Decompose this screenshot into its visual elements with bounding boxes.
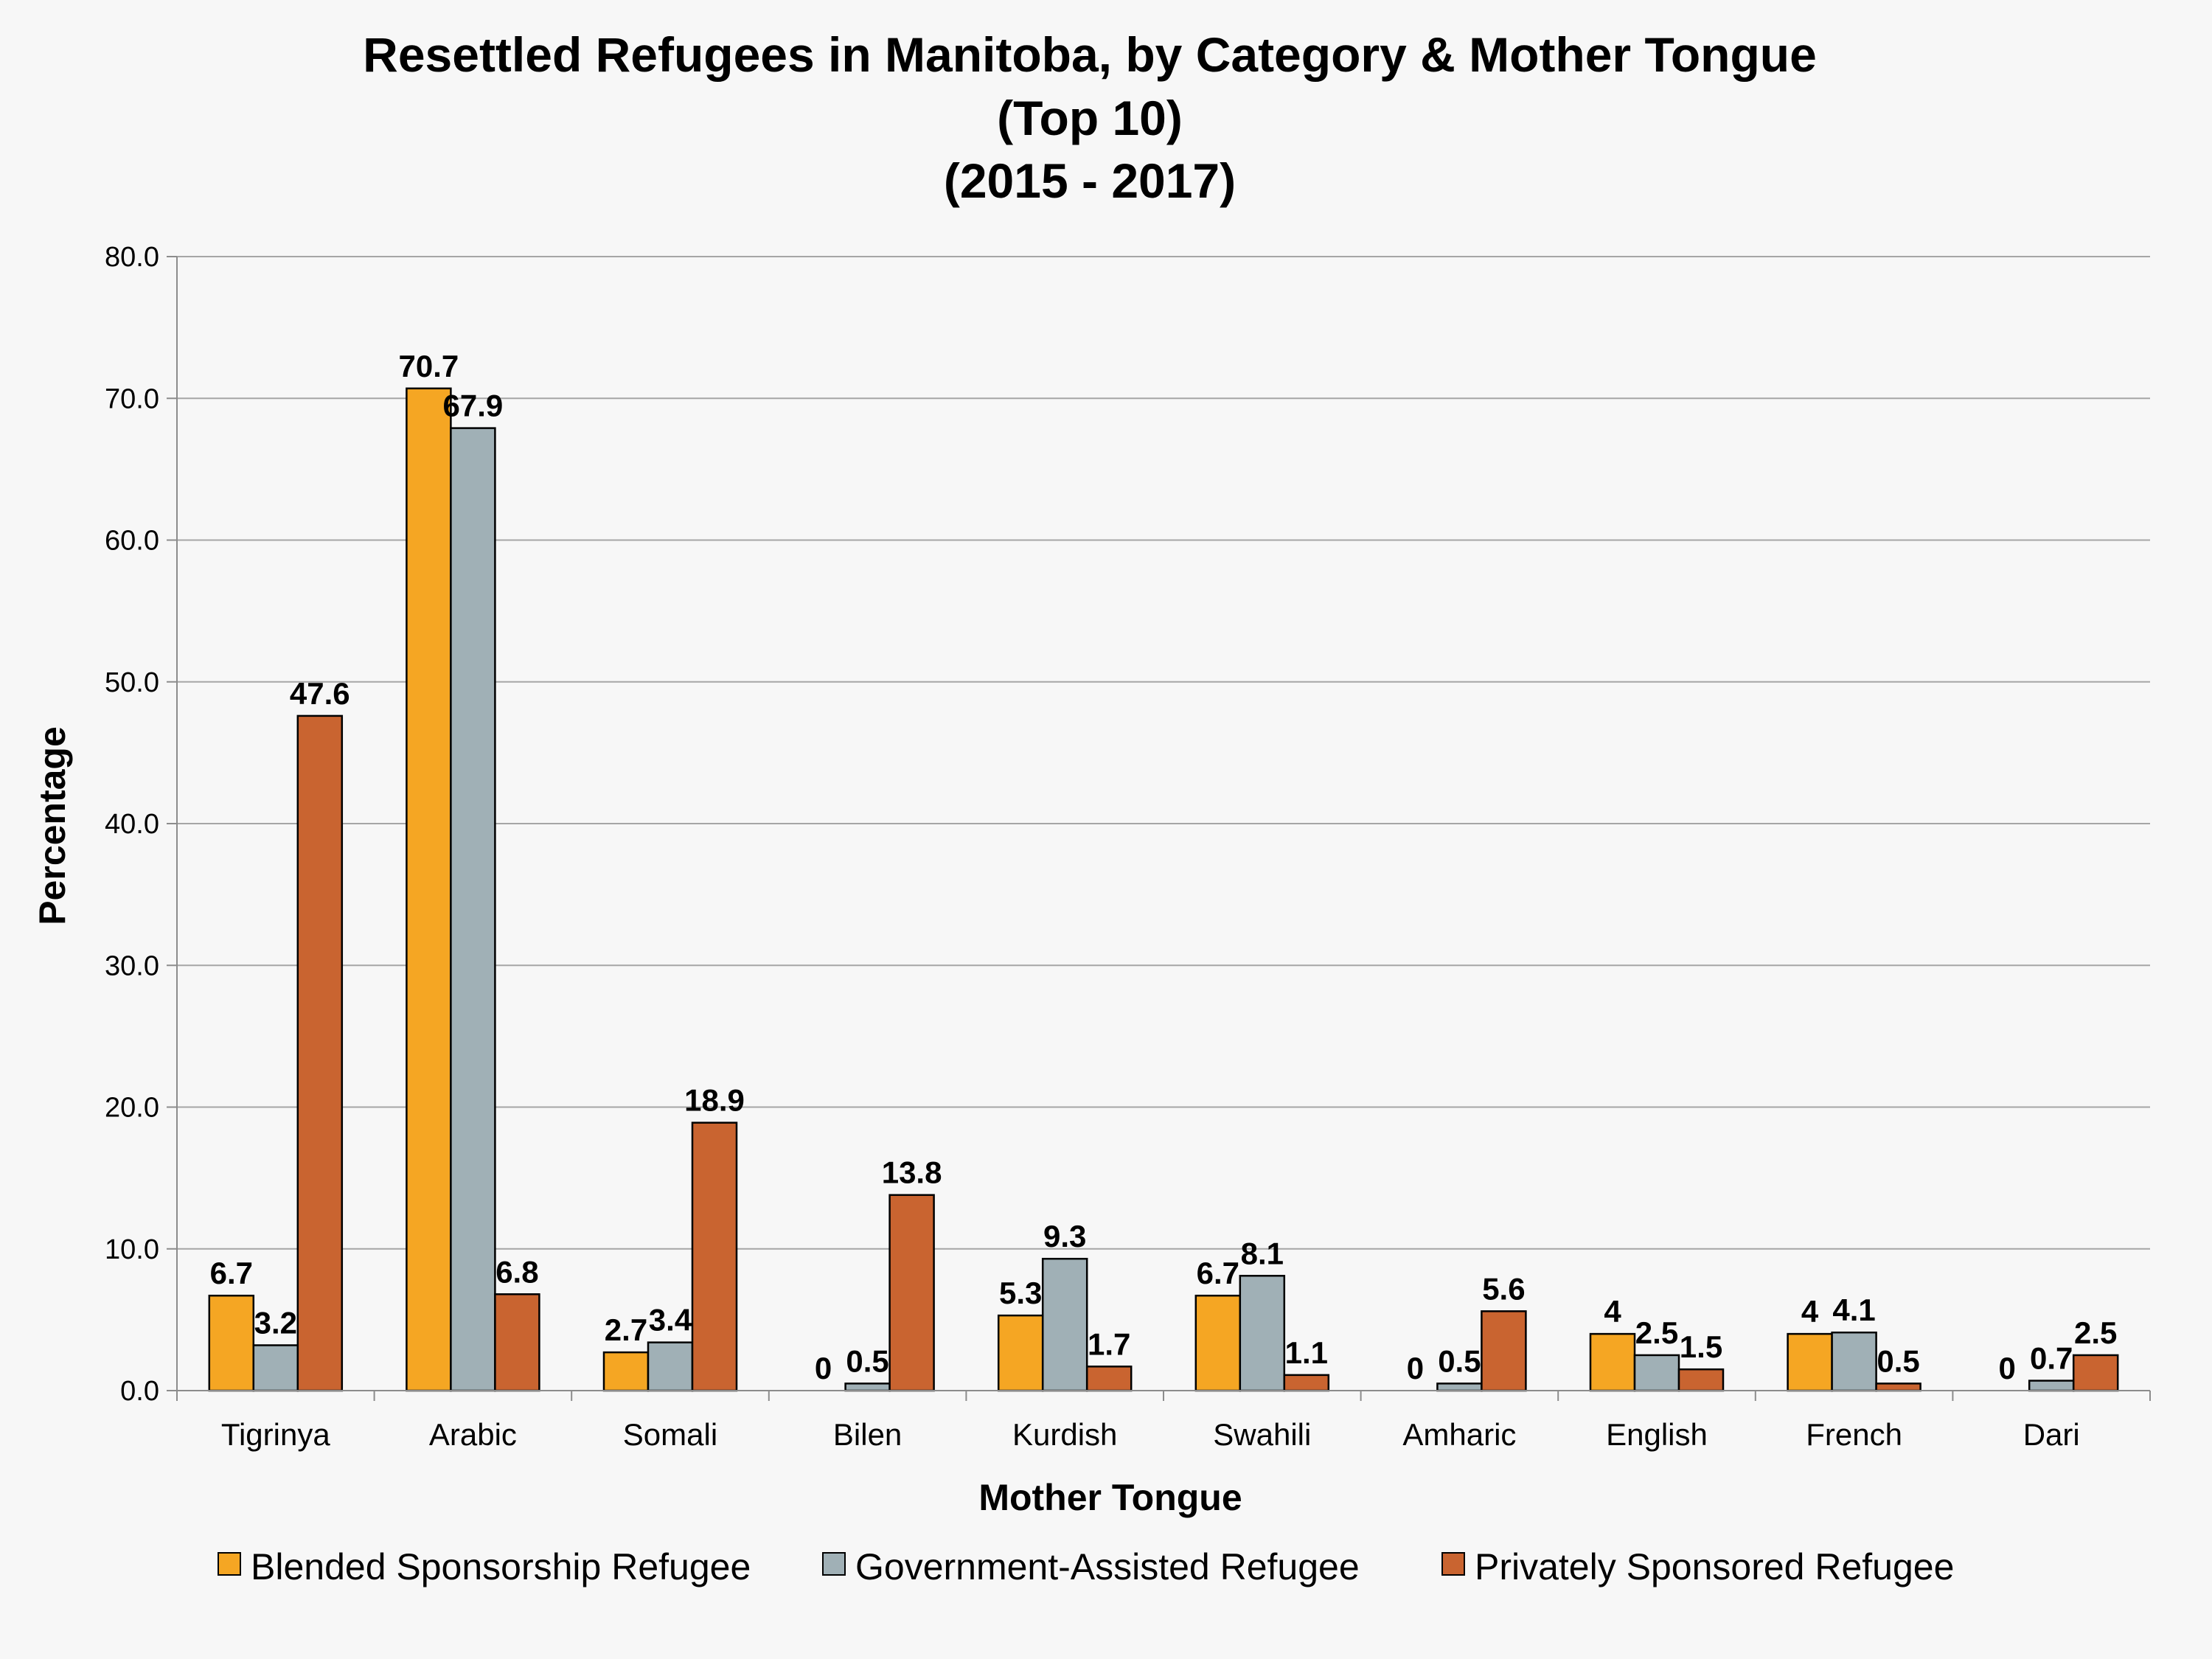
x-tick-label: Tigrinya: [221, 1417, 330, 1452]
data-label: 4.1: [1832, 1293, 1875, 1327]
bar-swahili-series-3: [1283, 1374, 1330, 1392]
y-tick-label: 60.0: [105, 526, 159, 557]
data-label: 6.7: [1197, 1256, 1239, 1290]
data-label: 0.7: [2030, 1341, 2073, 1376]
bars: [208, 387, 2119, 1392]
data-label: 2.5: [2074, 1315, 2117, 1350]
bar-amharic-series-2: [1436, 1382, 1483, 1392]
data-label: 1.1: [1285, 1335, 1328, 1370]
bar-somali-series-1: [602, 1351, 650, 1392]
data-label: 2.7: [605, 1312, 647, 1347]
legend-swatch: [218, 1552, 241, 1576]
legend: Blended Sponsorship Refugee Government-As…: [218, 1546, 1954, 1587]
data-labels: 6.73.247.670.767.96.82.7 3.418.90 0.513.85…: [210, 349, 2118, 1385]
bar-swahili-series-2: [1239, 1275, 1286, 1392]
y-tick-label: 30.0: [105, 950, 159, 981]
x-tick-label: Swahili: [1213, 1417, 1311, 1452]
chart-title-line-2: (Top 10): [997, 91, 1183, 145]
bar-french-series-2: [1831, 1331, 1877, 1392]
data-label: 1.5: [1680, 1329, 1722, 1364]
data-label: 3.4: [649, 1303, 692, 1338]
data-label: 6.7: [210, 1256, 253, 1290]
data-label: 1.7: [1088, 1326, 1130, 1361]
y-tick-label: 10.0: [105, 1234, 159, 1265]
data-label: 0.5: [1877, 1343, 1919, 1378]
x-tick-label: French: [1806, 1417, 1902, 1452]
data-label: 4: [1801, 1294, 1819, 1329]
data-label: 0: [815, 1351, 832, 1385]
data-label: 3.2: [254, 1305, 297, 1340]
chart-title-line-1: Resettled Refugees in Manitoba, by Categ…: [363, 27, 1817, 82]
data-label: 4: [1604, 1294, 1621, 1329]
y-axis-ticks: 0.0 10.0 20.0 30.0 40.0 50.0 60.0 70.0 80.0: [105, 242, 177, 1407]
data-label: 67.9: [443, 389, 504, 423]
data-label: 0: [1407, 1351, 1424, 1385]
data-label: 13.8: [882, 1155, 942, 1190]
bar-arabic-series-1: [406, 387, 452, 1392]
bar-amharic-series-3: [1481, 1310, 1527, 1392]
bar-kurdish-series-1: [997, 1314, 1044, 1392]
data-label: 5.3: [999, 1276, 1042, 1310]
bar-swahili-series-1: [1194, 1294, 1242, 1392]
bar-tigrinya-series-1: [208, 1294, 255, 1392]
legend-label: Blended Sponsorship Refugee: [251, 1546, 751, 1587]
data-label: 5.6: [1482, 1271, 1525, 1306]
chart-title: Resettled Refugees in Manitoba, by Categ…: [363, 27, 1817, 208]
x-axis-ticks: Tigrinya Arabic Somali Bilen Kurdish Swahili A…: [176, 1391, 2151, 1452]
y-tick-label: 70.0: [105, 383, 159, 414]
y-tick-label: 80.0: [105, 242, 159, 273]
legend-swatch: [822, 1552, 846, 1576]
bar-dari-series-3: [2072, 1354, 2119, 1392]
data-label: 0.5: [1438, 1343, 1481, 1378]
x-tick-label: Bilen: [833, 1417, 902, 1452]
bar-english-series-1: [1589, 1332, 1636, 1392]
bar-english-series-2: [1633, 1354, 1680, 1392]
bar-bilen-series-3: [888, 1194, 935, 1392]
chart-title-line-3: (2015 - 2017): [944, 153, 1236, 208]
data-label: 6.8: [495, 1254, 538, 1289]
bar-kurdish-series-3: [1085, 1366, 1133, 1392]
bar-english-series-3: [1677, 1368, 1725, 1392]
legend-label: Government-Assisted Refugee: [855, 1546, 1360, 1587]
bar-arabic-series-3: [494, 1293, 540, 1392]
bar-bilen-series-2: [844, 1382, 891, 1392]
legend-swatch: [1441, 1552, 1465, 1576]
x-tick-label: Arabic: [429, 1417, 517, 1452]
data-label: 2.5: [1635, 1315, 1678, 1350]
x-tick-label: English: [1606, 1417, 1708, 1452]
bar-tigrinya-series-3: [296, 714, 344, 1392]
y-tick-label: 40.0: [105, 809, 159, 840]
y-tick-label: 50.0: [105, 667, 159, 698]
x-tick-label: Amharic: [1402, 1417, 1516, 1452]
x-axis-title: Mother Tongue: [978, 1477, 1242, 1518]
data-label: 70.7: [399, 349, 459, 383]
bar-somali-series-2: [647, 1341, 694, 1392]
bar-arabic-series-2: [450, 427, 496, 1392]
bar-somali-series-3: [691, 1121, 738, 1392]
legend-label: Privately Sponsored Refugee: [1475, 1546, 1954, 1587]
data-label: 8.1: [1241, 1236, 1284, 1270]
data-label: 47.6: [290, 676, 350, 711]
gridlines: [177, 256, 2150, 1250]
x-tick-label: Dari: [2023, 1417, 2080, 1452]
bar-french-series-1: [1787, 1332, 1833, 1392]
data-label: 9.3: [1043, 1219, 1086, 1253]
y-axis-title: Percentage: [32, 726, 73, 925]
bar-dari-series-2: [2028, 1380, 2075, 1392]
y-tick-label: 0.0: [120, 1376, 159, 1407]
bar-french-series-3: [1875, 1382, 1921, 1392]
x-tick-label: Kurdish: [1012, 1417, 1117, 1452]
data-label: 18.9: [684, 1083, 745, 1118]
x-tick-label: Somali: [623, 1417, 717, 1452]
data-label: 0: [1999, 1351, 2016, 1385]
bar-tigrinya-series-2: [252, 1344, 299, 1392]
data-label: 0.5: [846, 1343, 888, 1378]
bar-kurdish-series-2: [1041, 1257, 1088, 1392]
y-tick-label: 20.0: [105, 1093, 159, 1124]
